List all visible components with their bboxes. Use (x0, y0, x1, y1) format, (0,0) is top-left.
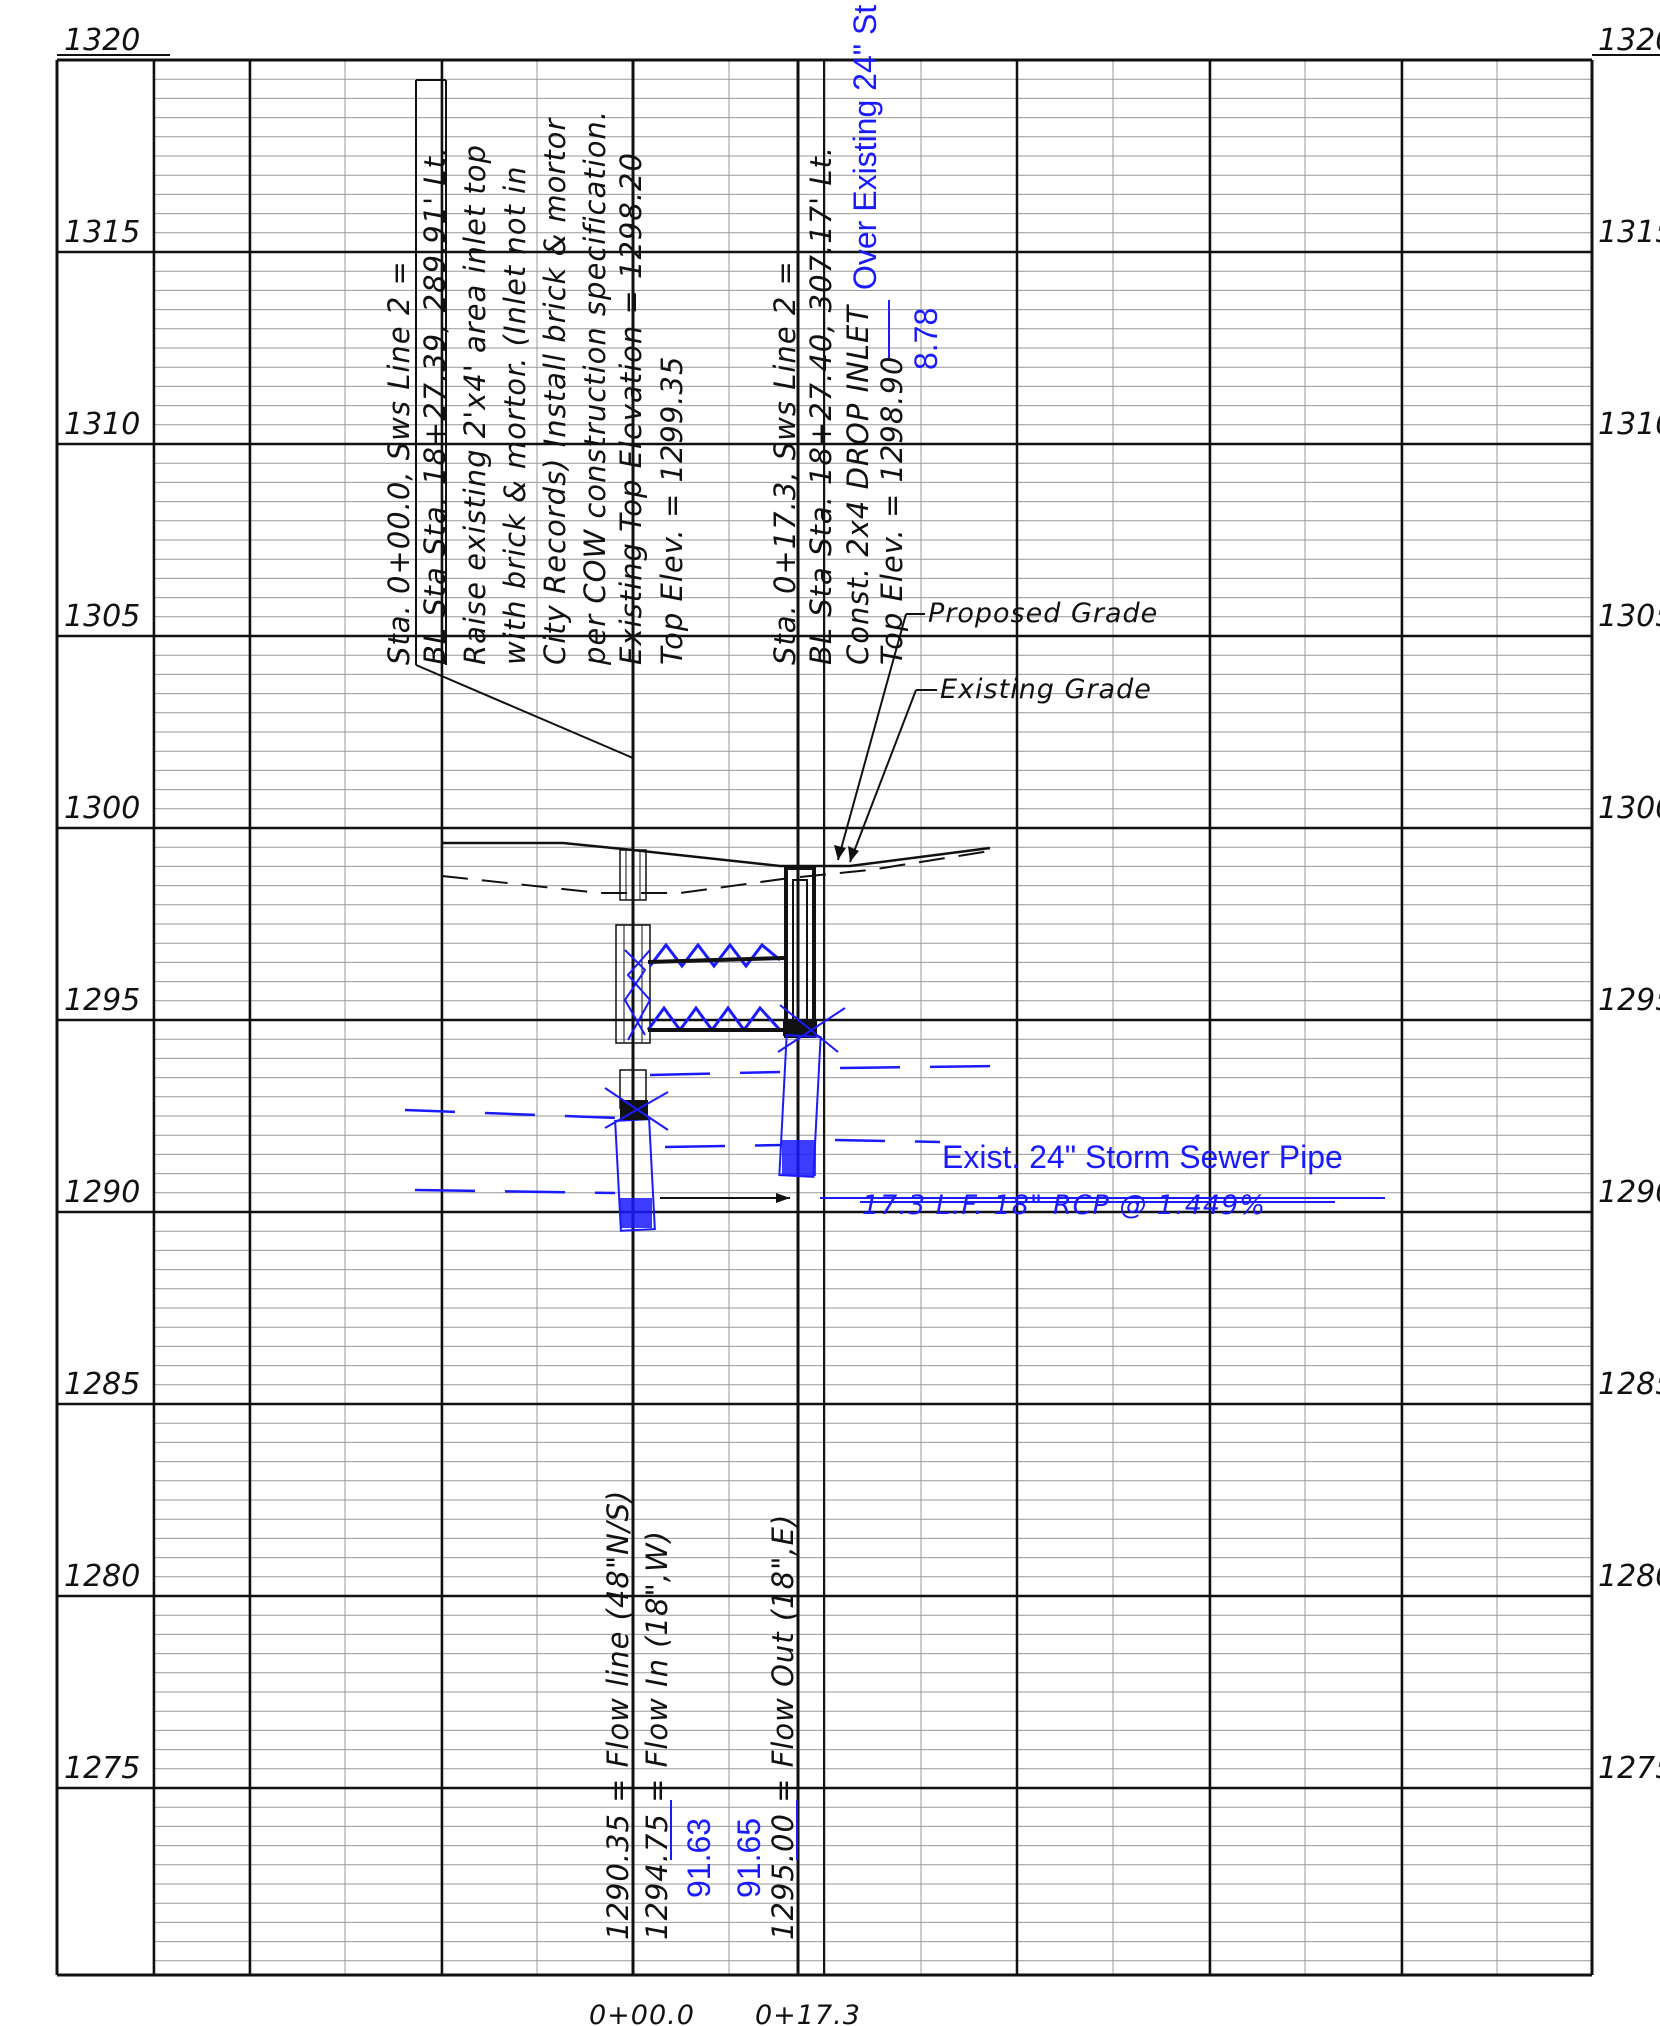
s1-flow-revised: 91.63 (681, 1818, 717, 1898)
elev-label-right-1280: 1280 (1598, 1559, 1660, 1594)
dashed-pipe-e (834, 1138, 941, 1144)
s2-line-3: Const. 2x4 DROP INLET (841, 304, 875, 665)
elev-label-right-1285: 1285 (1598, 1367, 1660, 1402)
station-label-0-00: 0+00.0 (589, 2000, 695, 2026)
s1-x-2 (604, 1091, 669, 1129)
proposed-grade-leader (837, 613, 907, 861)
s2-flow-revised: 91.65 (731, 1818, 767, 1898)
s2-x-1 (779, 1004, 839, 1053)
inlet-bracket-2 (626, 949, 652, 1041)
s2-x-2 (777, 1007, 846, 1053)
dashed-pipe-a (649, 1070, 781, 1077)
structure-2-notes: Sta. 0+17.3, Sws Line 2 = BL Sta Sta. 18… (768, 5, 944, 665)
existing-grade-leader (849, 689, 917, 863)
inlet-bracket-1 (623, 949, 647, 1036)
elev-label-right-1275: 1275 (1598, 1751, 1660, 1786)
structure-1-notes: Sta. 0+00.0, Sws Line 2 = BL Sta Sta. 18… (382, 60, 689, 759)
drop-inlet-inner (792, 879, 808, 1031)
elev-label-1285: 1285 (64, 1367, 140, 1402)
drop-inlet-outer (784, 866, 816, 1038)
s2-revised-top: 8.78 (908, 308, 944, 370)
inlet-lower (615, 924, 651, 1044)
elev-label-1295: 1295 (64, 983, 140, 1018)
existing-grade-arrow (848, 846, 859, 862)
storm-pipe-label: Exist. 24" Storm Sewer Pipe (942, 1139, 1343, 1175)
existing-inlet-structure (615, 849, 651, 1109)
s1-blue-shaft (614, 1118, 656, 1232)
s2-line-2: BL Sta Sta. 18+27.40, 307.17' Lt. (804, 146, 838, 665)
grade-lines (441, 841, 991, 894)
s1-line-5: City Records) Install brick & mortor (538, 117, 572, 665)
s2-blue-base (782, 1140, 816, 1176)
pipe-length-label: 17.3 L.F. 18" RCP @ 1.449% (862, 1190, 1266, 1221)
existing-grade-label: Existing Grade (940, 674, 1152, 705)
revision-markup: Exist. 24" Storm Sewer Pipe 17.3 L.F. 18… (404, 942, 1385, 1232)
dashed-pipe-b (839, 1064, 996, 1070)
elev-label-1320: 1320 (64, 23, 140, 58)
s2-line-1: Sta. 0+17.3, Sws Line 2 = (768, 260, 802, 665)
elev-label-right-1320: 1320 (1598, 23, 1660, 58)
inlet-top (619, 849, 647, 901)
elev-label-1310: 1310 (64, 407, 140, 442)
flow-notes: 1290.35 = Flow line (48"N/S) 1294.75 = F… (601, 1490, 800, 1940)
elevation-labels-left: 1320 1315 1310 1305 1300 1295 1290 1285 … (64, 23, 140, 1786)
elev-label-right-1310: 1310 (1598, 407, 1660, 442)
pipe-run-arrow (776, 1193, 790, 1203)
s2-line-4: Top Elev. = 1298.90 (875, 356, 909, 665)
s2-over-note: Over Existing 24" St (847, 5, 883, 290)
elev-label-1275: 1275 (64, 1751, 140, 1786)
s1-line-7: Existing Top Elevation = 1298.20 (614, 152, 648, 665)
grade-callouts: Proposed Grade Existing Grade (834, 598, 1158, 863)
existing-grade-line (441, 850, 991, 894)
elev-label-1290: 1290 (64, 1175, 140, 1210)
pipe-top-black (647, 956, 785, 964)
elev-label-right-1315: 1315 (1598, 215, 1660, 250)
elev-label-right-1295: 1295 (1598, 983, 1660, 1018)
s1-line-1: Sta. 0+00.0, Sws Line 2 = (382, 260, 416, 665)
elev-label-right-1290: 1290 (1598, 1175, 1660, 1210)
proposed-grade-line (442, 841, 991, 868)
s1-leader (415, 664, 634, 759)
elev-label-1315: 1315 (64, 215, 140, 250)
s2-flow-line-1: 1295.00 = Flow Out (18",E) (766, 1514, 800, 1940)
elev-label-1280: 1280 (64, 1559, 140, 1594)
s1-flow-line-2: 1294.75 = Flow In (18",W) (640, 1530, 674, 1940)
dashed-pipe-c (404, 1108, 619, 1120)
s1-line-6: per COW construction specification. (578, 110, 612, 666)
elev-label-right-1300: 1300 (1598, 791, 1660, 826)
pipe-zigzag-1 (648, 942, 781, 969)
elev-label-right-1305: 1305 (1598, 599, 1660, 634)
elevation-labels-right: 1320 1315 1310 1305 1300 1295 1290 1285 … (1598, 23, 1660, 1786)
station-label-0-17: 0+17.3 (755, 2000, 861, 2026)
s1-blue-base (620, 1198, 652, 1228)
s1-line-8: Top Elev. = 1299.35 (655, 356, 689, 665)
elev-label-1300: 1300 (64, 791, 140, 826)
proposed-grade-arrow (834, 845, 846, 860)
s1-line-4: with brick & mortor. (Inlet not in (498, 165, 532, 665)
dashed-pipe-f (414, 1188, 616, 1195)
s1-flow-line-1: 1290.35 = Flow line (48"N/S) (601, 1490, 635, 1940)
elev-label-1305: 1305 (64, 599, 140, 634)
dashed-pipe-d (664, 1143, 783, 1149)
proposed-grade-label: Proposed Grade (928, 598, 1158, 629)
s1-line-3: Raise existing 2'x4' area inlet top (458, 144, 492, 665)
